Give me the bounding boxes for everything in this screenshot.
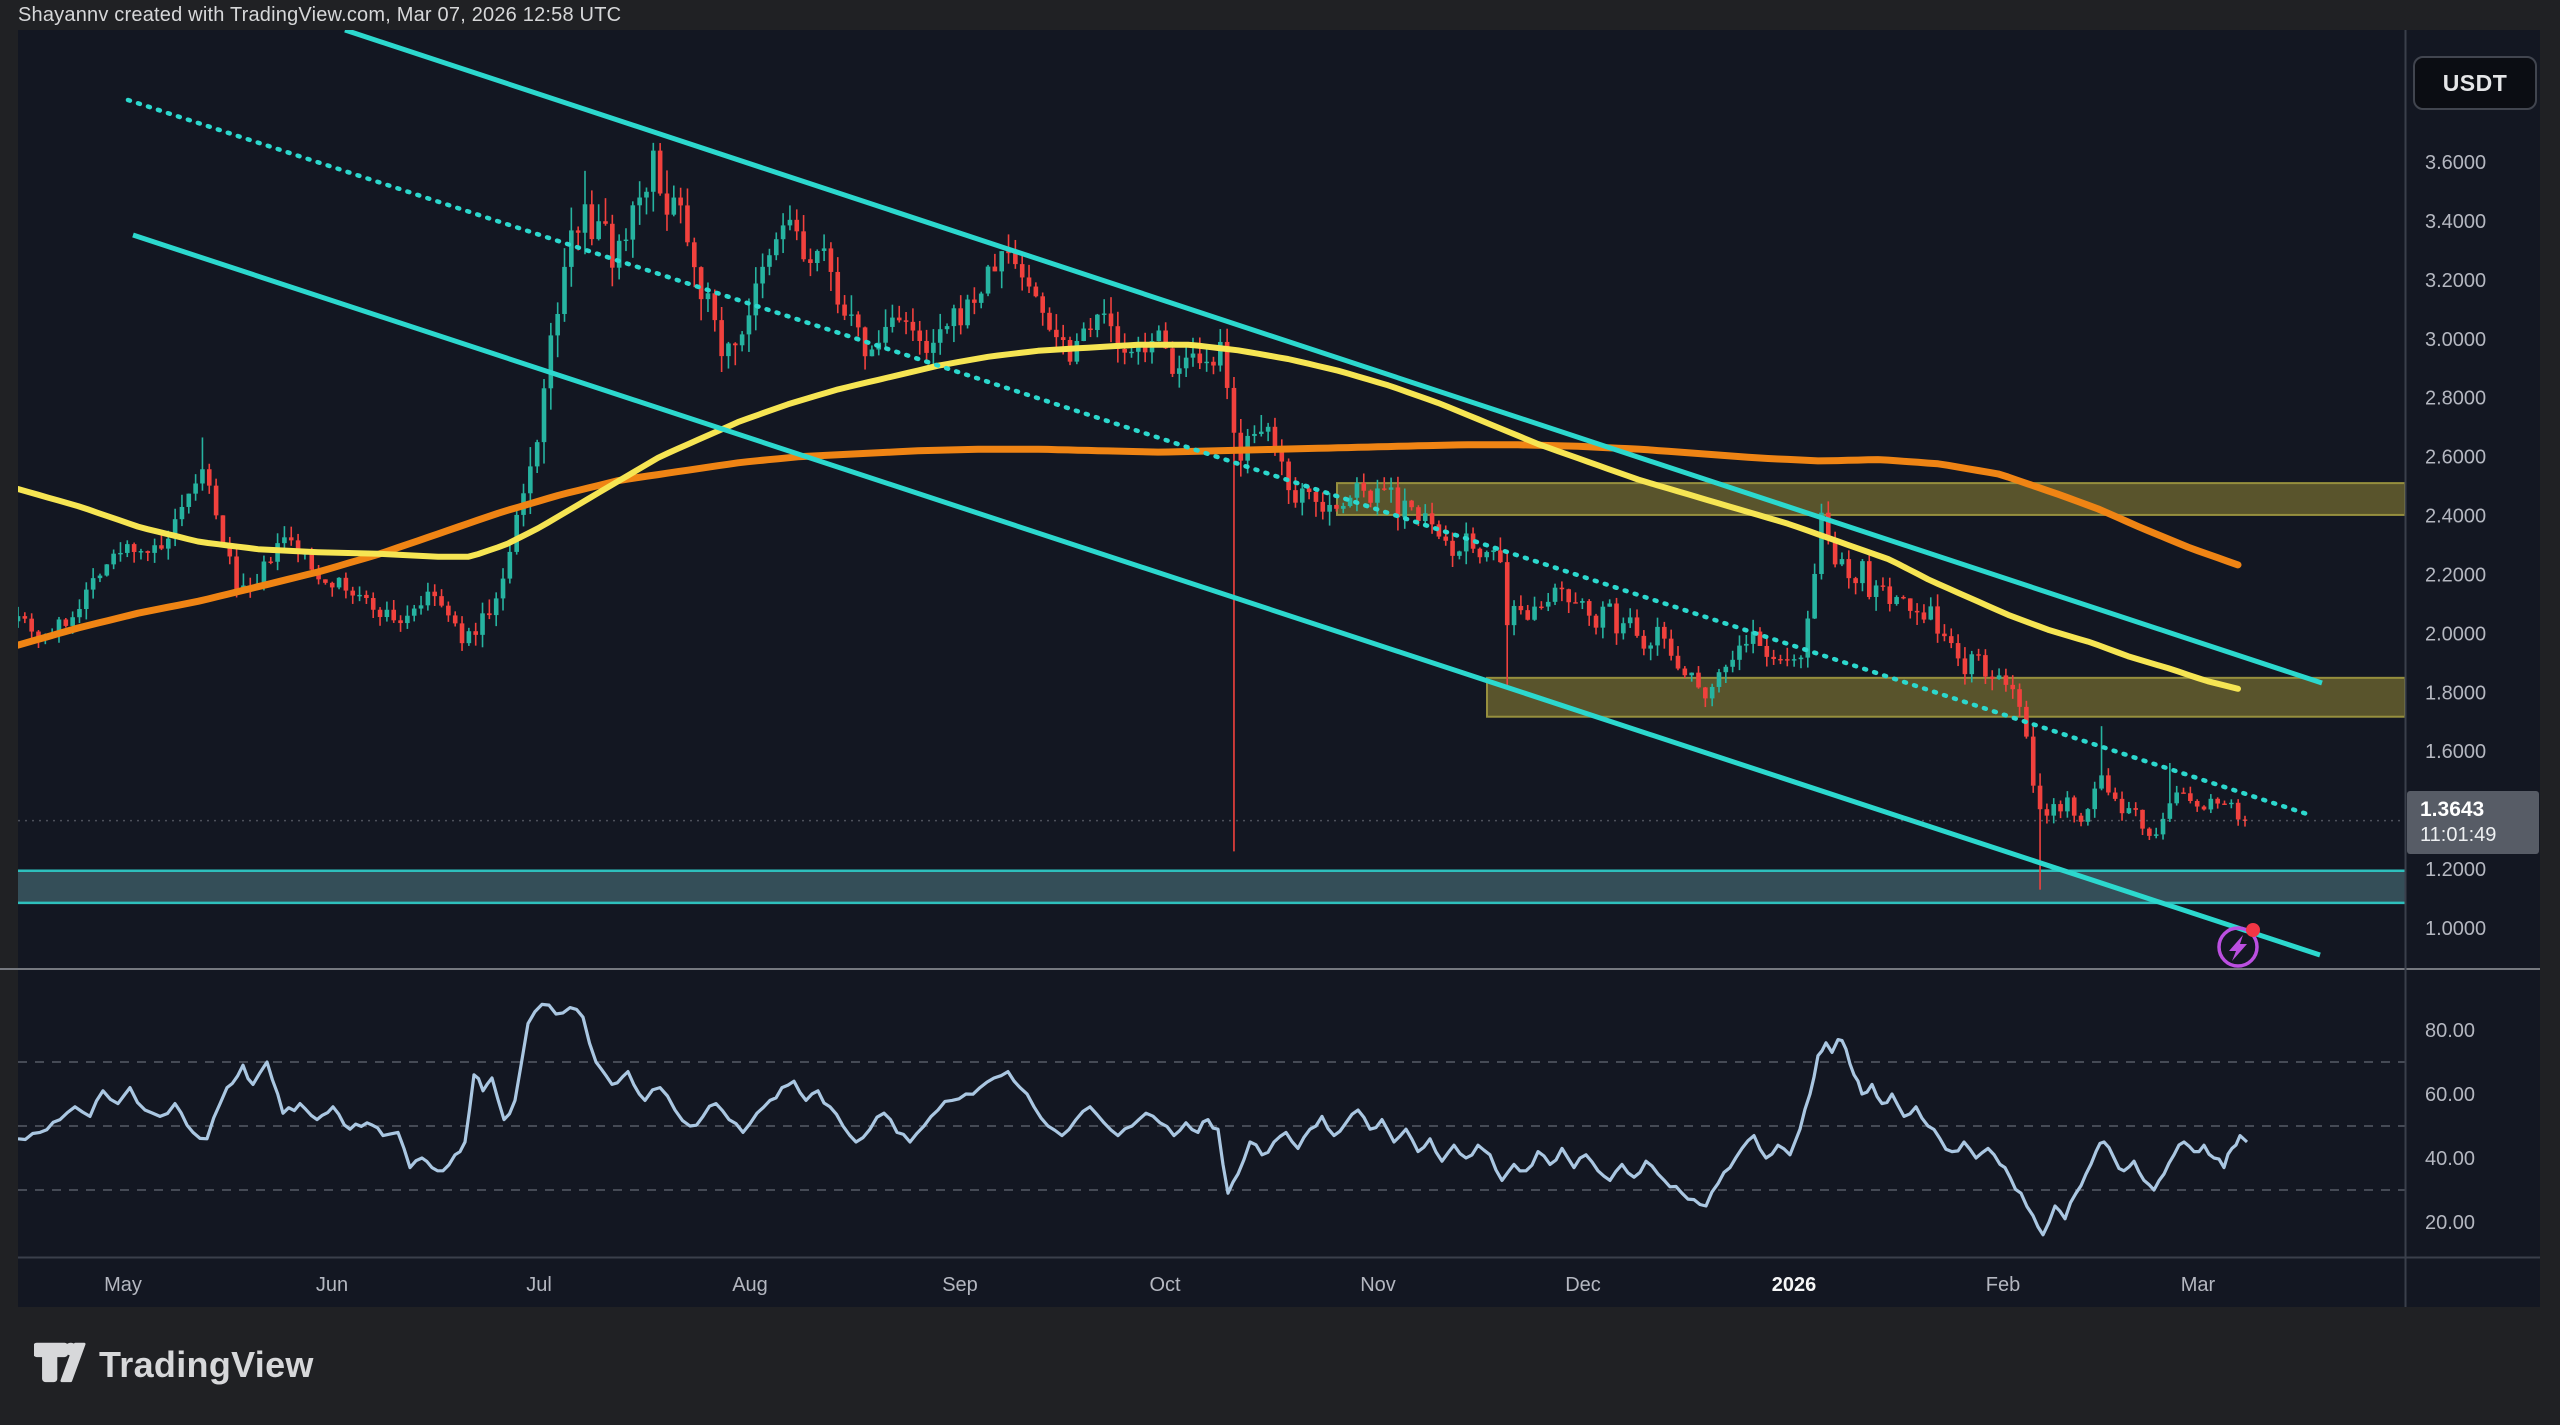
support-band-fill (18, 870, 2405, 903)
tradingview-logo[interactable]: TradingView (33, 1340, 314, 1389)
last-price-value: 1.3643 (2420, 798, 2485, 821)
price-tick-label: 2.8000 (2425, 388, 2486, 410)
last-price-badge: 1.3643 11:01:49 (2407, 791, 2539, 854)
price-axis[interactable]: 3.6000 3.4000 3.2000 3.0000 2.8000 2.6000 2.40… (2425, 152, 2486, 940)
price-tick-label: 1.0000 (2425, 918, 2486, 940)
tradingview-logo-text: TradingView (99, 1343, 314, 1385)
pane-separators[interactable] (0, 30, 2540, 1307)
time-tick-label: Nov (1360, 1274, 1396, 1296)
time-tick-label: Sep (942, 1274, 978, 1296)
chart-background (18, 30, 2540, 1307)
rsi-tick-label: 80.00 (2425, 1020, 2475, 1042)
time-tick-label: Mar (2181, 1274, 2216, 1296)
time-tick-label: May (104, 1274, 142, 1296)
price-tick-label: 2.0000 (2425, 623, 2486, 645)
rsi-line (18, 1002, 2249, 1237)
price-tick-label: 3.6000 (2425, 152, 2486, 174)
trendline-channel[interactable] (125, 30, 2323, 958)
rsi-axis[interactable]: 80.00 60.00 40.00 20.00 (2425, 1020, 2475, 1234)
price-tick-label: 2.2000 (2425, 564, 2486, 586)
price-tick-label: 1.8000 (2425, 682, 2486, 704)
rsi-tick-label: 60.00 (2425, 1084, 2475, 1106)
rsi-indicator (18, 1002, 2405, 1237)
moving-averages (18, 341, 2242, 692)
rsi-tick-label: 20.00 (2425, 1212, 2475, 1234)
time-tick-label: Oct (1149, 1274, 1181, 1296)
time-tick-label: Feb (1986, 1274, 2020, 1296)
channel-upper (344, 30, 2323, 686)
time-tick-label: Jul (526, 1274, 552, 1296)
time-tick-label: Jun (316, 1274, 348, 1296)
time-tick-label: Aug (732, 1274, 768, 1296)
support-band[interactable] (18, 869, 2405, 905)
time-tick-label: 2026 (1772, 1274, 1817, 1296)
sma-slow-orange (18, 441, 2242, 649)
tradingview-logo-icon (33, 1340, 86, 1389)
price-tick-label: 1.6000 (2425, 741, 2486, 763)
sma-fast-yellow (18, 341, 2241, 692)
price-tick-label: 2.4000 (2425, 506, 2486, 528)
price-tick-label: 3.2000 (2425, 270, 2486, 292)
time-axis[interactable]: May Jun Jul Aug Sep Oct Nov Dec 2026 Feb Mar (104, 1274, 2215, 1296)
price-tick-label: 3.0000 (2425, 329, 2486, 351)
supply-zone-upper (1336, 482, 2406, 516)
rsi-tick-label: 40.00 (2425, 1148, 2475, 1170)
price-tick-label: 1.2000 (2425, 859, 2486, 881)
lightning-alert-marker[interactable] (2217, 923, 2260, 968)
channel-lower (132, 232, 2321, 958)
price-tick-label: 2.6000 (2425, 447, 2486, 469)
time-tick-label: Dec (1565, 1274, 1601, 1296)
bar-countdown: 11:01:49 (2420, 824, 2497, 846)
candlestick-series (18, 142, 2248, 890)
currency-toggle-button[interactable]: USDT (2413, 56, 2537, 110)
price-tick-label: 3.4000 (2425, 211, 2486, 233)
attribution-text: Shayannv created with TradingView.com, M… (18, 4, 622, 26)
